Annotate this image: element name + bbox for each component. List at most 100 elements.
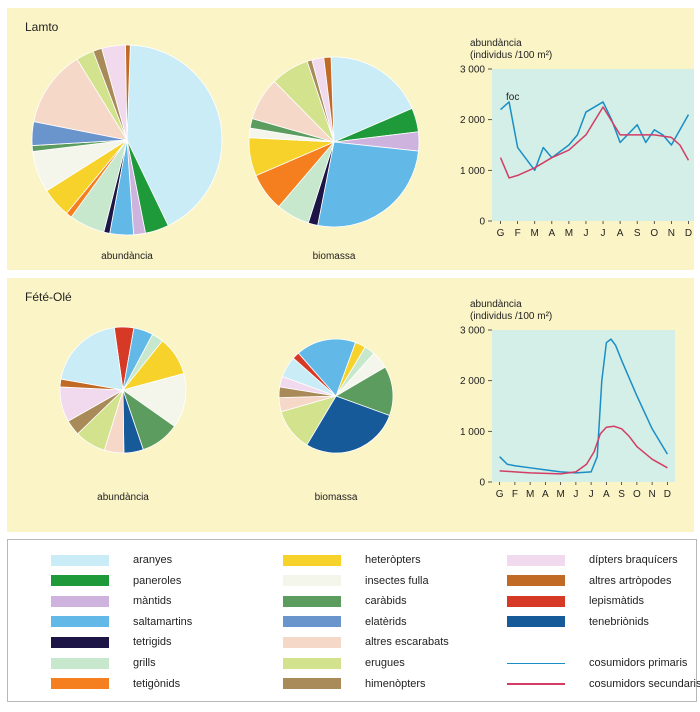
- y-axis-label: abundància: [470, 38, 522, 49]
- x-tick-label: A: [617, 228, 624, 239]
- x-tick-label: M: [526, 489, 534, 500]
- pie-slice-saltamartins: [317, 141, 419, 228]
- pie-slice-altres_artropodes: [323, 56, 335, 143]
- legend-swatch: [51, 636, 109, 648]
- legend-swatch: [51, 678, 109, 690]
- legend-item-erugues: erugues: [283, 656, 405, 670]
- panel-title-lamto: Lamto: [25, 20, 59, 34]
- legend-label: aranyes: [133, 554, 173, 566]
- y-tick-label: 2 000: [460, 115, 485, 126]
- legend-item-primaris: cosumidors primaris: [507, 656, 687, 670]
- series-line-primaris: [500, 101, 690, 172]
- legend-swatch: [283, 636, 341, 648]
- legend-line-swatch: [507, 678, 565, 689]
- x-tick-label: D: [685, 228, 692, 239]
- legend-item-aranyes: aranyes: [51, 553, 172, 567]
- pie-label: biomassa: [313, 251, 356, 262]
- legend-swatch: [283, 678, 341, 690]
- legend-item-tetrigids: tetrigids: [51, 635, 172, 649]
- chart-0: abundància: [31, 44, 223, 262]
- legend-swatch: [51, 616, 109, 628]
- legend-swatch: [507, 595, 565, 607]
- legend-label: saltamartins: [133, 615, 193, 628]
- y-tick-label: 1 000: [460, 427, 485, 438]
- legend-item-altres_artropodes: altres artròpodes: [507, 574, 672, 588]
- legend-swatch: [283, 616, 341, 628]
- plot-area: [492, 69, 694, 221]
- legend-item-elaterids: elatèrids: [283, 615, 407, 629]
- x-tick-label: G: [496, 489, 504, 500]
- legend-swatch: [51, 595, 109, 607]
- pie-label: abundància: [97, 492, 149, 503]
- legend-label: lepismàtids: [589, 595, 645, 608]
- pie-label: abundància: [101, 251, 153, 262]
- legend-label: erugues: [365, 657, 405, 669]
- y-axis-label: abundància: [470, 299, 522, 310]
- legend-swatch: [283, 554, 341, 566]
- legend-item-heteropters: heteròpters: [283, 553, 421, 567]
- legend-swatch: [283, 595, 341, 607]
- x-tick-label: F: [515, 228, 521, 239]
- legend-label: tetrigids: [133, 636, 172, 649]
- x-tick-label: A: [548, 228, 555, 239]
- legend-item-insectes_fulla: insectes fulla: [283, 574, 429, 588]
- legend-item-paneroles: paneroles: [51, 574, 181, 588]
- legend-label: cosumidors primaris: [589, 657, 688, 669]
- pie-slice-aranyes: [60, 327, 124, 391]
- legend-item-dipters_braquicers: dípters braquícers: [507, 553, 678, 567]
- chart-4: biomassa: [278, 338, 394, 503]
- legend-label: tenebriònids: [589, 615, 649, 628]
- legend-label: grills: [133, 657, 156, 669]
- y-axis-unit: (individus /100 m²): [470, 50, 552, 61]
- x-tick-label: S: [618, 489, 625, 500]
- legend-label: tetigònids: [133, 677, 181, 690]
- x-tick-label: O: [633, 489, 641, 500]
- legend-item-saltamartins: saltamartins: [51, 615, 192, 629]
- legend-swatch: [51, 657, 109, 669]
- y-tick-label: 2 000: [460, 376, 485, 387]
- legend-label: dípters braquícers: [589, 554, 678, 566]
- pie-slice-tenebrionids: [306, 395, 391, 454]
- x-tick-label: J: [589, 489, 594, 500]
- y-tick-label: 0: [479, 217, 485, 228]
- legend-item-mantids: màntids: [51, 594, 172, 608]
- y-tick-label: 3 000: [460, 326, 485, 337]
- legend-label: màntids: [133, 595, 172, 608]
- x-tick-label: A: [542, 489, 549, 500]
- annotation-foc: foc: [506, 92, 519, 103]
- x-tick-label: J: [583, 228, 588, 239]
- legend-swatch: [283, 575, 341, 587]
- pie-slice-altres_artropodes: [125, 44, 131, 141]
- legend-label: heteròpters: [365, 554, 421, 566]
- legend-item-secundaris: cosumidors secundaris: [507, 677, 700, 691]
- legend-label: caràbids: [365, 595, 407, 608]
- x-tick-label: D: [664, 489, 671, 500]
- legend-item-tetigonids: tetigònids: [51, 677, 180, 691]
- x-tick-label: S: [634, 228, 641, 239]
- x-tick-label: A: [603, 489, 610, 500]
- pie-slice-insectes_fulla: [122, 372, 187, 427]
- legend-swatch: [283, 657, 341, 669]
- y-tick-label: 0: [479, 478, 485, 489]
- x-tick-label: O: [650, 228, 658, 239]
- x-tick-label: J: [573, 489, 578, 500]
- legend-item-altres_escarabats: altres escarabats: [283, 635, 449, 649]
- panel-fete-ole: Fété-Olé abundància biomassa 0 1 000 2 000 3 …: [7, 278, 694, 532]
- legend-label: paneroles: [133, 574, 182, 587]
- y-tick-label: 3 000: [460, 65, 485, 76]
- x-tick-label: G: [497, 228, 505, 239]
- plot-area: [492, 330, 675, 482]
- chart-1: biomassa: [248, 56, 420, 262]
- legend-item-carabids: caràbids: [283, 594, 407, 608]
- series-line-secundaris: [499, 106, 690, 179]
- legend-label: insectes fulla: [365, 574, 429, 587]
- x-tick-label: M: [531, 228, 539, 239]
- legend-label: elatèrids: [365, 615, 407, 628]
- series-line-primaris: [499, 338, 669, 474]
- y-axis-unit: (individus /100 m²): [470, 311, 552, 322]
- pie-slice-aranyes: [330, 56, 413, 143]
